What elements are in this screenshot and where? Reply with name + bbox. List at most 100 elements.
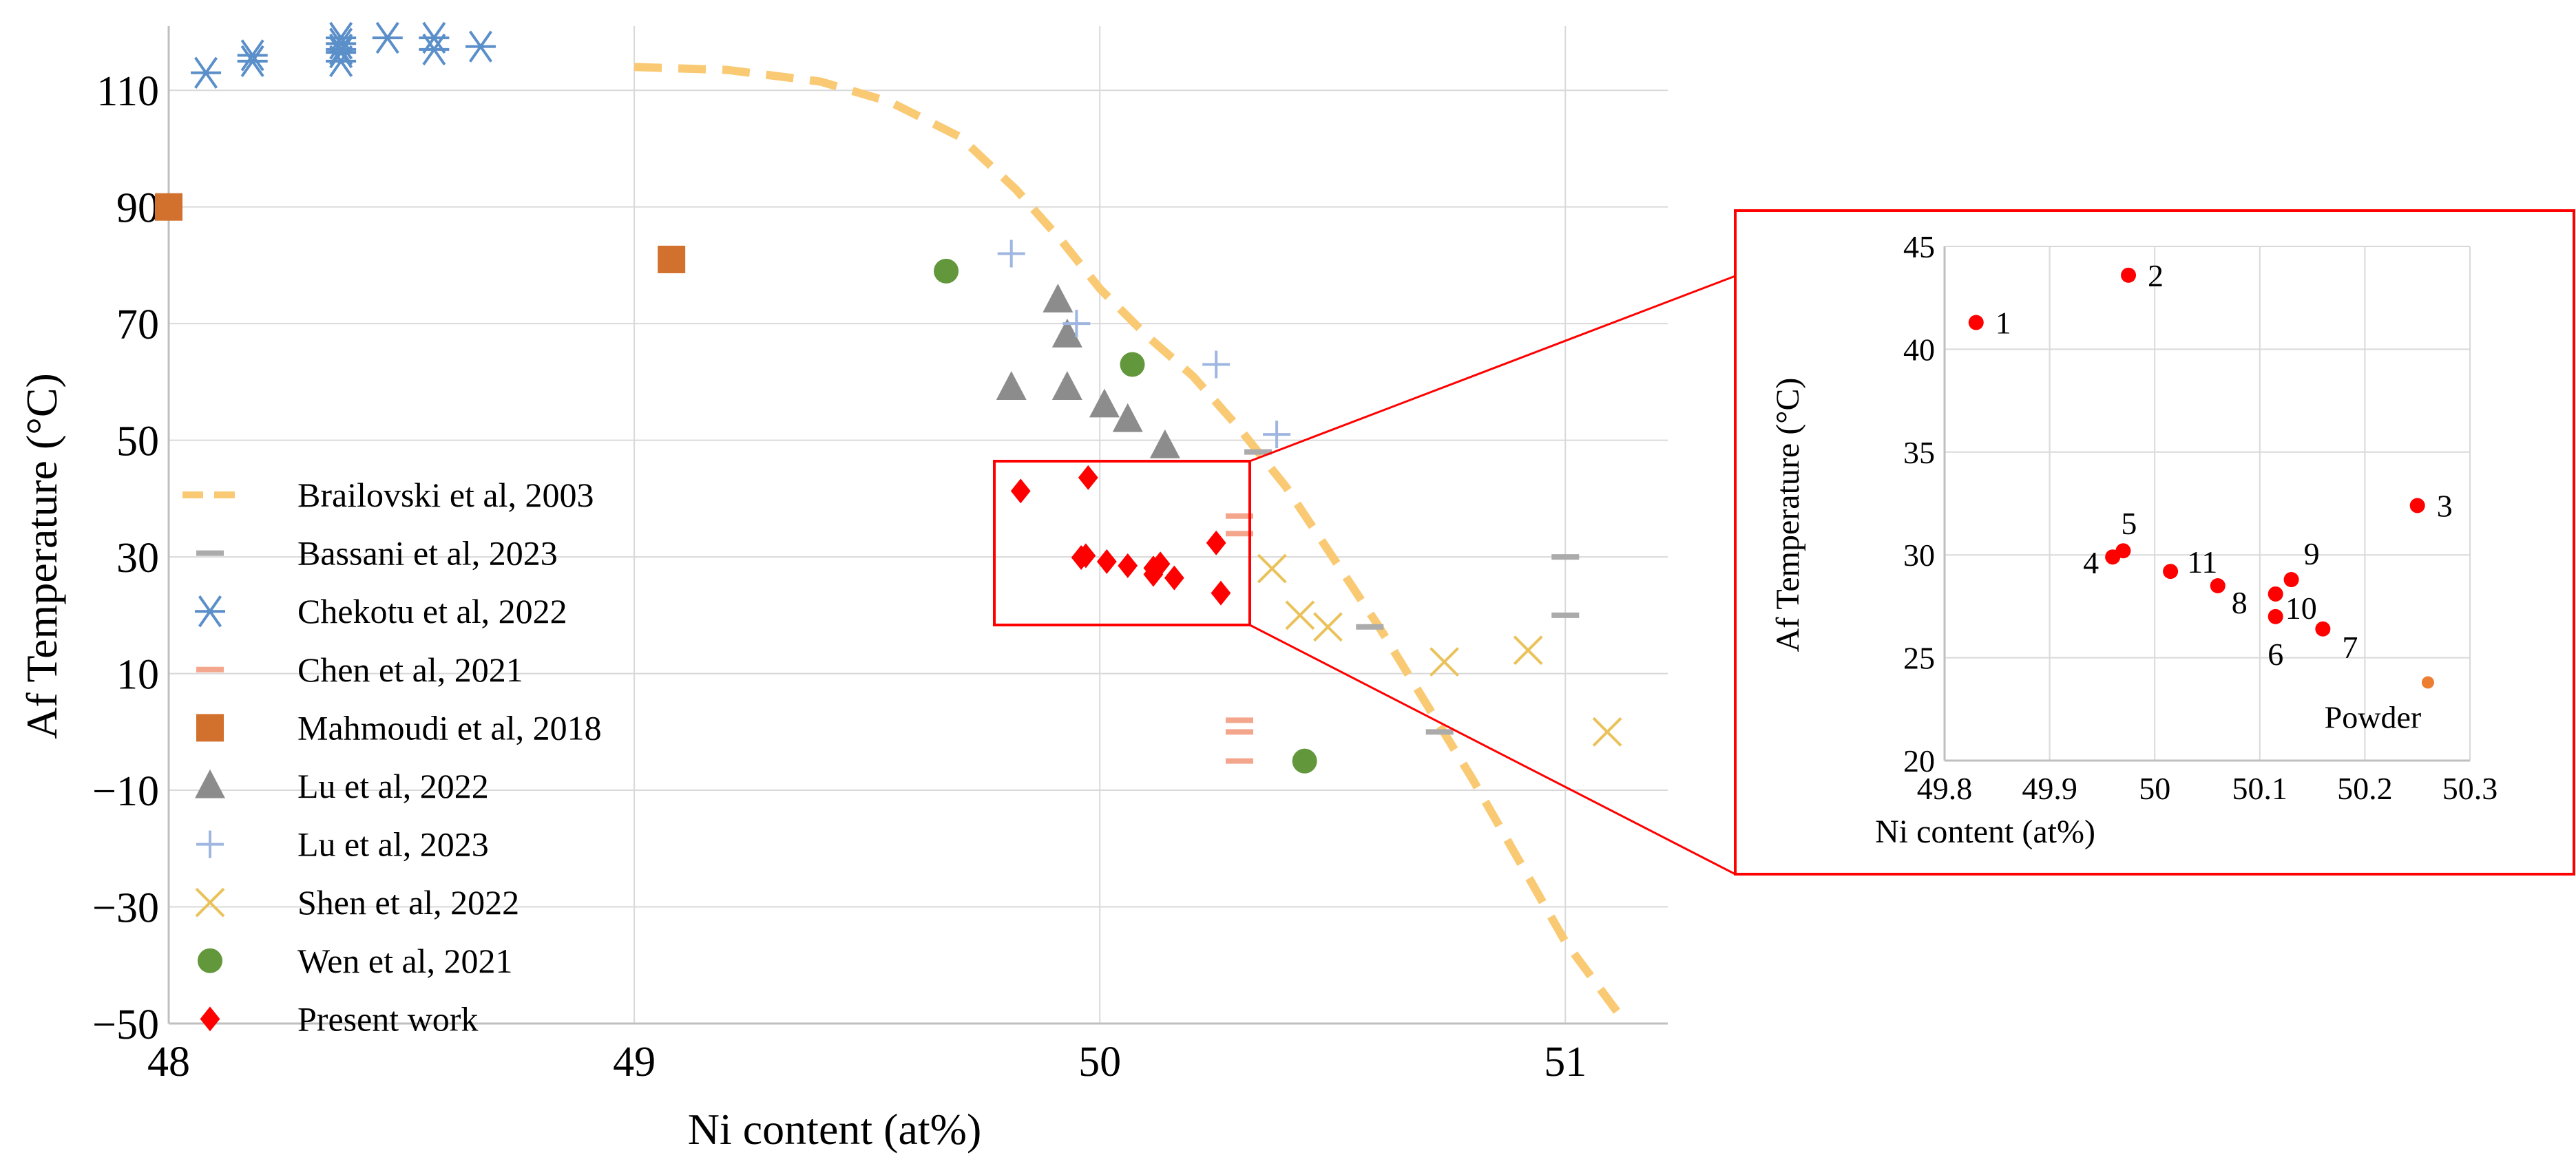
inset-point-7 — [2315, 621, 2331, 637]
inset-point-8 — [2210, 578, 2226, 594]
point-mahmoudi-et-al-2018-2 — [658, 245, 686, 273]
inset-x-tick-label-50-3: 50.3 — [2442, 771, 2498, 806]
inset-x-tick-label-50-1: 50.1 — [2232, 771, 2288, 806]
legend-swatch-mahmoudi-et-al-2018 — [196, 714, 224, 742]
point-lu-et-al-2022-1 — [996, 371, 1027, 400]
legend-label-lu-et-al-2023: Lu et al, 2023 — [297, 825, 489, 864]
point-shen-et-al-2022-6 — [1592, 717, 1622, 747]
point-chekotu-et-al-2022-6 — [326, 33, 357, 66]
inset-y-tick-label-20: 20 — [1903, 743, 1935, 778]
legend-swatch-chekotu-et-al-2022 — [195, 595, 225, 628]
inset-y-axis-title: Af Temperature (°C) — [1770, 378, 1806, 653]
x-tick-label-48: 48 — [147, 1039, 190, 1085]
point-chekotu-et-al-2022-2 — [237, 45, 268, 77]
x-tick-label-50: 50 — [1078, 1039, 1121, 1085]
inset-point-10 — [2268, 586, 2283, 602]
point-mahmoudi-et-al-2018-1 — [155, 193, 182, 221]
zoom-connector-top — [1249, 275, 1736, 463]
point-lu-et-al-2022-7 — [1149, 429, 1180, 458]
point-chekotu-et-al-2022-1 — [191, 56, 222, 89]
main-x-axis-title: Ni content (at%) — [688, 1105, 982, 1154]
point-present-work-5 — [1076, 543, 1096, 569]
inset-x-tick-label-49-9: 49.9 — [2022, 771, 2077, 806]
point-present-work-12 — [1211, 580, 1231, 606]
legend-swatch-present-work — [200, 1006, 220, 1032]
legend-label-brailovski-et-al-2003: Brailovski et al, 2003 — [297, 476, 594, 514]
point-present-work-2 — [1078, 465, 1098, 490]
inset-point-label-5: 5 — [2121, 506, 2137, 541]
legend-label-mahmoudi-et-al-2018: Mahmoudi et al, 2018 — [297, 708, 602, 747]
inset-plot-data-marks: 1 2 3 45 6 7 8 9 10 11 Powder — [1968, 258, 2453, 734]
inset-point-label-10: 10 — [2285, 591, 2317, 626]
inset-x-tick-label-50: 50 — [2139, 771, 2170, 806]
inset-point-5 — [2115, 543, 2131, 559]
point-lu-et-al-2023-2 — [1062, 310, 1091, 338]
point-shen-et-al-2022-5 — [1513, 635, 1543, 666]
inset-x-tick-label-50-2: 50.2 — [2337, 771, 2393, 806]
point-chekotu-et-al-2022-3 — [237, 39, 268, 72]
inset-point-label-4: 4 — [2083, 545, 2099, 580]
zoom-indicator — [993, 275, 1736, 876]
main-plot-gridlines — [169, 26, 1668, 1024]
inset-point-6 — [2268, 608, 2283, 624]
inset-point-9 — [2283, 572, 2299, 588]
legend-label-chen-et-al-2021: Chen et al, 2021 — [297, 650, 523, 689]
legend-swatch-lu-et-al-2023 — [196, 830, 224, 858]
point-wen-et-al-2021-2 — [1120, 352, 1145, 377]
legend-label-present-work: Present work — [297, 999, 478, 1038]
y-tick-label-30: −30 — [92, 885, 159, 932]
inset-point-label-1: 1 — [1996, 306, 2011, 341]
inset-y-tick-label-40: 40 — [1903, 332, 1935, 367]
point-present-work-1 — [1010, 478, 1031, 504]
inset-y-tick-label-35: 35 — [1903, 435, 1935, 470]
main-plot-legend: Brailovski et al, 2003 Bassani et al, 202… — [182, 476, 602, 1038]
legend-label-bassani-et-al-2023: Bassani et al, 2023 — [297, 534, 558, 573]
x-tick-label-49: 49 — [613, 1039, 656, 1085]
series-line-brailovski-et-al-2003 — [633, 63, 1630, 1026]
legend-swatch-wen-et-al-2021 — [198, 948, 222, 973]
legend-label-chekotu-et-al-2022: Chekotu et al, 2022 — [297, 592, 567, 630]
point-present-work-8 — [1118, 553, 1138, 578]
inset-point-label-3: 3 — [2437, 488, 2453, 523]
inset-point-label-6: 6 — [2268, 637, 2283, 672]
inset-plot-gridlines — [1945, 246, 2471, 761]
legend-swatch-shen-et-al-2022 — [195, 887, 225, 918]
point-lu-et-al-2023-4 — [1263, 421, 1291, 449]
inset-y-tick-label-30: 30 — [1903, 538, 1935, 573]
legend-label-lu-et-al-2022: Lu et al, 2022 — [297, 767, 489, 805]
y-tick-label-30: 30 — [116, 535, 159, 582]
point-lu-et-al-2022-4 — [1051, 371, 1082, 400]
point-present-work-10 — [1143, 555, 1164, 581]
inset-y-tick-label-25: 25 — [1903, 641, 1935, 676]
point-chekotu-et-al-2022-9 — [372, 21, 403, 54]
point-lu-et-al-2022-5 — [1089, 388, 1120, 418]
point-wen-et-al-2021-3 — [1292, 748, 1317, 774]
inset-point-label-9: 9 — [2304, 536, 2320, 571]
point-shen-et-al-2022-4 — [1430, 647, 1459, 677]
inset-point-label-2: 2 — [2148, 258, 2164, 293]
inset-point-1 — [1968, 315, 1984, 330]
point-chekotu-et-al-2022-8 — [326, 21, 357, 54]
inset-y-tick-label-45: 45 — [1903, 229, 1935, 264]
inset-point-label-8: 8 — [2232, 585, 2248, 620]
inset-point-label-powder: Powder — [2325, 699, 2422, 734]
point-lu-et-al-2023-1 — [997, 240, 1025, 268]
point-shen-et-al-2022-3 — [1313, 612, 1343, 642]
inset-point-11 — [2163, 564, 2179, 580]
zoom-connector-bottom — [1249, 624, 1736, 876]
point-chekotu-et-al-2022-10 — [419, 33, 450, 66]
main-plot-data-marks — [155, 21, 1630, 1026]
inset-x-axis-title: Ni content (at%) — [1875, 814, 2095, 850]
point-chekotu-et-al-2022-12 — [465, 30, 496, 63]
point-present-work-3 — [1206, 530, 1226, 555]
inset-point-label-7: 7 — [2342, 630, 2358, 665]
y-tick-label-70: 70 — [116, 301, 159, 348]
legend-label-shen-et-al-2022: Shen et al, 2022 — [297, 883, 519, 922]
point-shen-et-al-2022-1 — [1257, 553, 1287, 584]
y-tick-label-90: 90 — [116, 185, 159, 232]
point-wen-et-al-2021-1 — [934, 258, 959, 284]
point-lu-et-al-2023-3 — [1202, 350, 1231, 379]
x-tick-label-51: 51 — [1544, 1039, 1587, 1085]
